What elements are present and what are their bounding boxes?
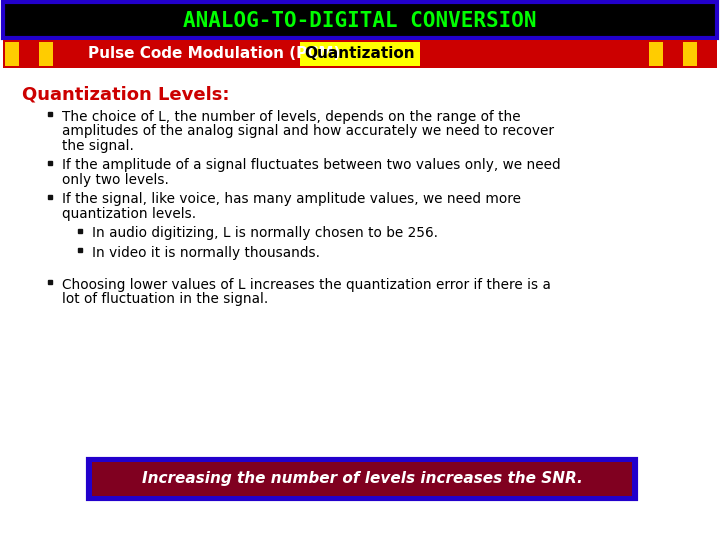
Text: Choosing lower values of L increases the quantization error if there is a: Choosing lower values of L increases the…: [62, 278, 551, 292]
Text: the signal.: the signal.: [62, 139, 134, 153]
Bar: [3, 40, 717, 68]
Bar: [649, 42, 663, 66]
Bar: [22, 42, 36, 66]
Bar: [56, 42, 70, 66]
Text: lot of fluctuation in the signal.: lot of fluctuation in the signal.: [62, 292, 269, 306]
Text: Increasing the number of levels increases the SNR.: Increasing the number of levels increase…: [142, 471, 582, 487]
Bar: [700, 42, 714, 66]
Text: If the signal, like voice, has many amplitude values, we need more: If the signal, like voice, has many ampl…: [62, 192, 521, 206]
Bar: [3, 2, 717, 38]
Bar: [88, 459, 636, 499]
Text: The choice of L, the number of levels, depends on the range of the: The choice of L, the number of levels, d…: [62, 110, 521, 124]
Text: In video it is normally thousands.: In video it is normally thousands.: [92, 246, 320, 260]
Bar: [666, 42, 680, 66]
Bar: [5, 42, 19, 66]
Bar: [300, 42, 420, 66]
Text: In audio digitizing, L is normally chosen to be 256.: In audio digitizing, L is normally chose…: [92, 226, 438, 240]
Text: Pulse Code Modulation (PCM): Pulse Code Modulation (PCM): [88, 46, 341, 62]
Bar: [683, 42, 697, 66]
Text: only two levels.: only two levels.: [62, 173, 169, 187]
Bar: [39, 42, 53, 66]
Text: Quantization Levels:: Quantization Levels:: [22, 85, 230, 103]
Text: If the amplitude of a signal fluctuates between two values only, we need: If the amplitude of a signal fluctuates …: [62, 159, 561, 172]
Text: quantization levels.: quantization levels.: [62, 207, 196, 221]
Text: Quantization: Quantization: [305, 46, 415, 62]
Text: amplitudes of the analog signal and how accurately we need to recover: amplitudes of the analog signal and how …: [62, 125, 554, 138]
Text: ANALOG-TO-DIGITAL CONVERSION: ANALOG-TO-DIGITAL CONVERSION: [184, 11, 536, 31]
Bar: [92, 462, 632, 496]
